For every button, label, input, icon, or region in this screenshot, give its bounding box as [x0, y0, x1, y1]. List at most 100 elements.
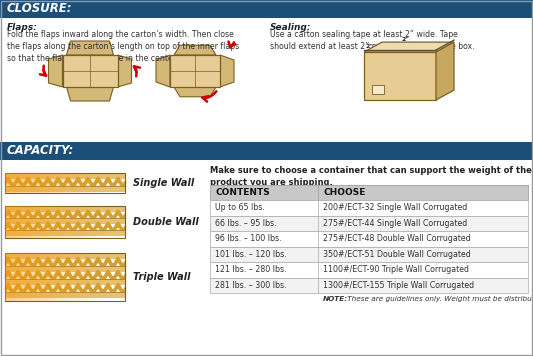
- Polygon shape: [49, 55, 62, 87]
- Bar: [5, 253, 125, 259]
- Text: Up to 65 lbs.: Up to 65 lbs.: [215, 203, 265, 212]
- Bar: [25, 253, 29, 301]
- Bar: [77, 173, 81, 193]
- Bar: [25, 173, 29, 193]
- Text: Flaps:: Flaps:: [7, 23, 38, 32]
- Bar: [33, 173, 37, 193]
- Bar: [210, 200, 528, 215]
- Bar: [49, 206, 53, 238]
- Bar: [5, 253, 125, 301]
- Bar: [13, 206, 17, 238]
- Bar: [57, 206, 61, 238]
- Bar: [53, 253, 57, 301]
- Text: 350#/ECT-51 Double Wall Corrugated: 350#/ECT-51 Double Wall Corrugated: [323, 250, 471, 259]
- Text: Use a carton sealing tape at least 2” wide. Tape
should extend at least 2” over : Use a carton sealing tape at least 2” wi…: [270, 30, 474, 51]
- Bar: [21, 173, 25, 193]
- Bar: [105, 253, 109, 301]
- Text: 101 lbs. – 120 lbs.: 101 lbs. – 120 lbs.: [215, 250, 287, 259]
- Bar: [37, 206, 41, 238]
- Bar: [113, 253, 117, 301]
- Bar: [5, 206, 9, 238]
- Bar: [41, 173, 45, 193]
- Polygon shape: [436, 42, 454, 100]
- Bar: [17, 253, 21, 301]
- Bar: [170, 55, 220, 87]
- Bar: [45, 173, 49, 193]
- Polygon shape: [117, 55, 132, 87]
- Bar: [65, 253, 69, 301]
- Bar: [210, 215, 528, 231]
- Text: Fold the flaps inward along the carton’s width. Then close
the flaps along the c: Fold the flaps inward along the carton’s…: [7, 30, 239, 63]
- Bar: [53, 173, 57, 193]
- Bar: [85, 206, 89, 238]
- Bar: [5, 292, 125, 298]
- Bar: [57, 253, 61, 301]
- Bar: [97, 253, 101, 301]
- Text: NOTE:: NOTE:: [323, 296, 348, 302]
- Bar: [5, 173, 125, 193]
- Bar: [73, 173, 77, 193]
- Bar: [41, 206, 45, 238]
- Bar: [61, 253, 65, 301]
- Bar: [101, 206, 105, 238]
- Bar: [5, 206, 125, 238]
- Text: 281 lbs. – 300 lbs.: 281 lbs. – 300 lbs.: [215, 281, 287, 290]
- Text: Triple Wall: Triple Wall: [133, 272, 190, 282]
- Bar: [73, 253, 77, 301]
- Text: 275#/ECT-48 Double Wall Corrugated: 275#/ECT-48 Double Wall Corrugated: [323, 234, 471, 243]
- Bar: [81, 173, 85, 193]
- Polygon shape: [364, 42, 454, 52]
- Bar: [210, 185, 528, 200]
- Text: CAPACITY:: CAPACITY:: [7, 145, 74, 157]
- Bar: [113, 173, 117, 193]
- Bar: [25, 206, 29, 238]
- Bar: [97, 206, 101, 238]
- Bar: [5, 266, 125, 272]
- Bar: [210, 262, 528, 277]
- Bar: [113, 206, 117, 238]
- Text: Make sure to choose a container that can support the weight of the
product you a: Make sure to choose a container that can…: [210, 166, 532, 187]
- Bar: [0, 142, 533, 160]
- Bar: [65, 206, 69, 238]
- Bar: [210, 231, 528, 246]
- Bar: [61, 173, 65, 193]
- Text: Single Wall: Single Wall: [133, 178, 194, 188]
- Bar: [65, 173, 69, 193]
- Bar: [109, 173, 113, 193]
- Bar: [69, 206, 73, 238]
- Bar: [45, 206, 49, 238]
- Text: CONTENTS: CONTENTS: [215, 188, 270, 197]
- Bar: [0, 0, 533, 18]
- Polygon shape: [364, 52, 436, 100]
- Bar: [21, 206, 25, 238]
- Bar: [5, 173, 125, 179]
- Bar: [117, 206, 121, 238]
- Bar: [37, 173, 41, 193]
- Bar: [13, 173, 17, 193]
- Text: CHOOSE: CHOOSE: [323, 188, 366, 197]
- Bar: [41, 253, 45, 301]
- Bar: [372, 85, 384, 94]
- Bar: [77, 253, 81, 301]
- Bar: [117, 253, 121, 301]
- Text: 1300#/ECT-155 Triple Wall Corrugated: 1300#/ECT-155 Triple Wall Corrugated: [323, 281, 474, 290]
- Text: 200#/ECT-32 Single Wall Corrugated: 200#/ECT-32 Single Wall Corrugated: [323, 203, 467, 212]
- Bar: [17, 173, 21, 193]
- Bar: [85, 173, 89, 193]
- Text: These are guidelines only. Weight must be distributed evenly.: These are guidelines only. Weight must b…: [345, 296, 533, 302]
- Text: 2": 2": [402, 37, 410, 42]
- Bar: [5, 230, 125, 236]
- Text: 2": 2": [366, 44, 374, 49]
- Bar: [33, 253, 37, 301]
- Bar: [61, 206, 65, 238]
- Bar: [89, 173, 93, 193]
- Bar: [105, 206, 109, 238]
- Bar: [210, 277, 528, 293]
- Text: 66 lbs. – 95 lbs.: 66 lbs. – 95 lbs.: [215, 219, 277, 228]
- Bar: [93, 173, 97, 193]
- Bar: [89, 206, 93, 238]
- Bar: [37, 253, 41, 301]
- Bar: [9, 253, 13, 301]
- Text: 275#/ECT-44 Single Wall Corrugated: 275#/ECT-44 Single Wall Corrugated: [323, 219, 467, 228]
- Polygon shape: [67, 87, 114, 101]
